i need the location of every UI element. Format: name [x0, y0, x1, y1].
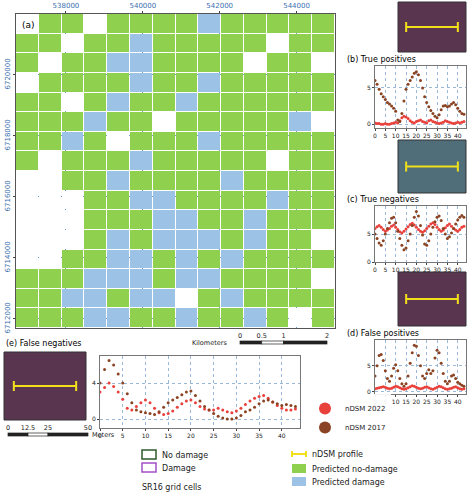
svg-text:6720000: 6720000	[4, 58, 12, 89]
svg-text:25: 25	[210, 432, 218, 439]
svg-text:10: 10	[392, 398, 400, 405]
svg-text:10: 10	[392, 266, 400, 273]
svg-text:Kilometers: Kilometers	[192, 339, 227, 347]
svg-text:15: 15	[164, 432, 172, 439]
svg-text:15: 15	[402, 132, 410, 139]
svg-text:25: 25	[423, 132, 431, 139]
svg-text:0: 0	[238, 332, 242, 340]
svg-text:20: 20	[413, 398, 421, 405]
svg-text:20: 20	[413, 266, 421, 273]
svg-text:5: 5	[383, 132, 387, 139]
svg-text:35: 35	[444, 266, 452, 273]
svg-text:15: 15	[402, 398, 410, 405]
svg-text:(e) False negatives: (e) False negatives	[6, 339, 82, 348]
svg-text:5: 5	[367, 362, 371, 369]
svg-text:Predicted damage: Predicted damage	[312, 478, 385, 487]
svg-text:25: 25	[423, 266, 431, 273]
svg-text:6712000: 6712000	[4, 302, 12, 333]
svg-text:0: 0	[373, 132, 377, 139]
svg-text:nDSM 2017: nDSM 2017	[345, 424, 385, 432]
svg-text:542000: 542000	[206, 2, 233, 10]
svg-text:5: 5	[367, 230, 371, 237]
svg-text:0: 0	[6, 424, 10, 432]
svg-text:40: 40	[454, 266, 462, 273]
svg-text:SR16 grid cells: SR16 grid cells	[142, 483, 202, 492]
svg-text:40: 40	[278, 432, 286, 439]
svg-text:Damage: Damage	[162, 464, 196, 473]
svg-text:5: 5	[383, 266, 387, 273]
svg-text:540000: 540000	[129, 2, 156, 10]
svg-text:538000: 538000	[53, 2, 80, 10]
svg-text:2: 2	[325, 332, 329, 340]
svg-text:5: 5	[367, 84, 371, 91]
svg-text:20: 20	[187, 432, 195, 439]
svg-text:5: 5	[121, 432, 125, 439]
svg-text:(a): (a)	[22, 20, 35, 30]
svg-text:Meters: Meters	[92, 431, 115, 439]
svg-text:0: 0	[367, 258, 371, 265]
svg-text:(c) True negatives: (c) True negatives	[347, 195, 419, 204]
svg-text:15: 15	[402, 266, 410, 273]
svg-text:0: 0	[92, 415, 96, 422]
svg-text:nDSM profile: nDSM profile	[312, 450, 363, 459]
svg-text:0: 0	[373, 266, 377, 273]
svg-text:35: 35	[255, 432, 263, 439]
svg-text:20: 20	[413, 132, 421, 139]
svg-text:6716000: 6716000	[4, 180, 12, 211]
svg-text:0.5: 0.5	[257, 332, 267, 340]
svg-text:nDSM 2022: nDSM 2022	[345, 405, 385, 413]
svg-text:30: 30	[433, 266, 441, 273]
svg-text:35: 35	[444, 398, 452, 405]
svg-text:1: 1	[281, 332, 285, 340]
svg-text:4: 4	[92, 379, 96, 386]
svg-text:0: 0	[367, 388, 371, 395]
svg-text:40: 40	[454, 398, 462, 405]
svg-text:6718000: 6718000	[4, 119, 12, 150]
svg-text:10: 10	[392, 132, 400, 139]
svg-text:35: 35	[444, 132, 452, 139]
svg-text:30: 30	[433, 398, 441, 405]
svg-text:(b) True positives: (b) True positives	[347, 55, 416, 64]
svg-text:30: 30	[433, 132, 441, 139]
svg-text:40: 40	[454, 132, 462, 139]
svg-text:30: 30	[233, 432, 241, 439]
svg-text:(d) False positives: (d) False positives	[347, 329, 419, 338]
svg-text:25: 25	[44, 424, 52, 432]
svg-text:6714000: 6714000	[4, 241, 12, 272]
svg-text:25: 25	[423, 398, 431, 405]
svg-text:12.5: 12.5	[21, 424, 35, 432]
svg-text:10: 10	[142, 432, 150, 439]
svg-text:544000: 544000	[283, 2, 310, 10]
svg-text:0: 0	[367, 120, 371, 127]
svg-text:No damage: No damage	[162, 451, 208, 460]
svg-text:Predicted no-damage: Predicted no-damage	[312, 465, 398, 474]
svg-text:50: 50	[84, 424, 92, 432]
